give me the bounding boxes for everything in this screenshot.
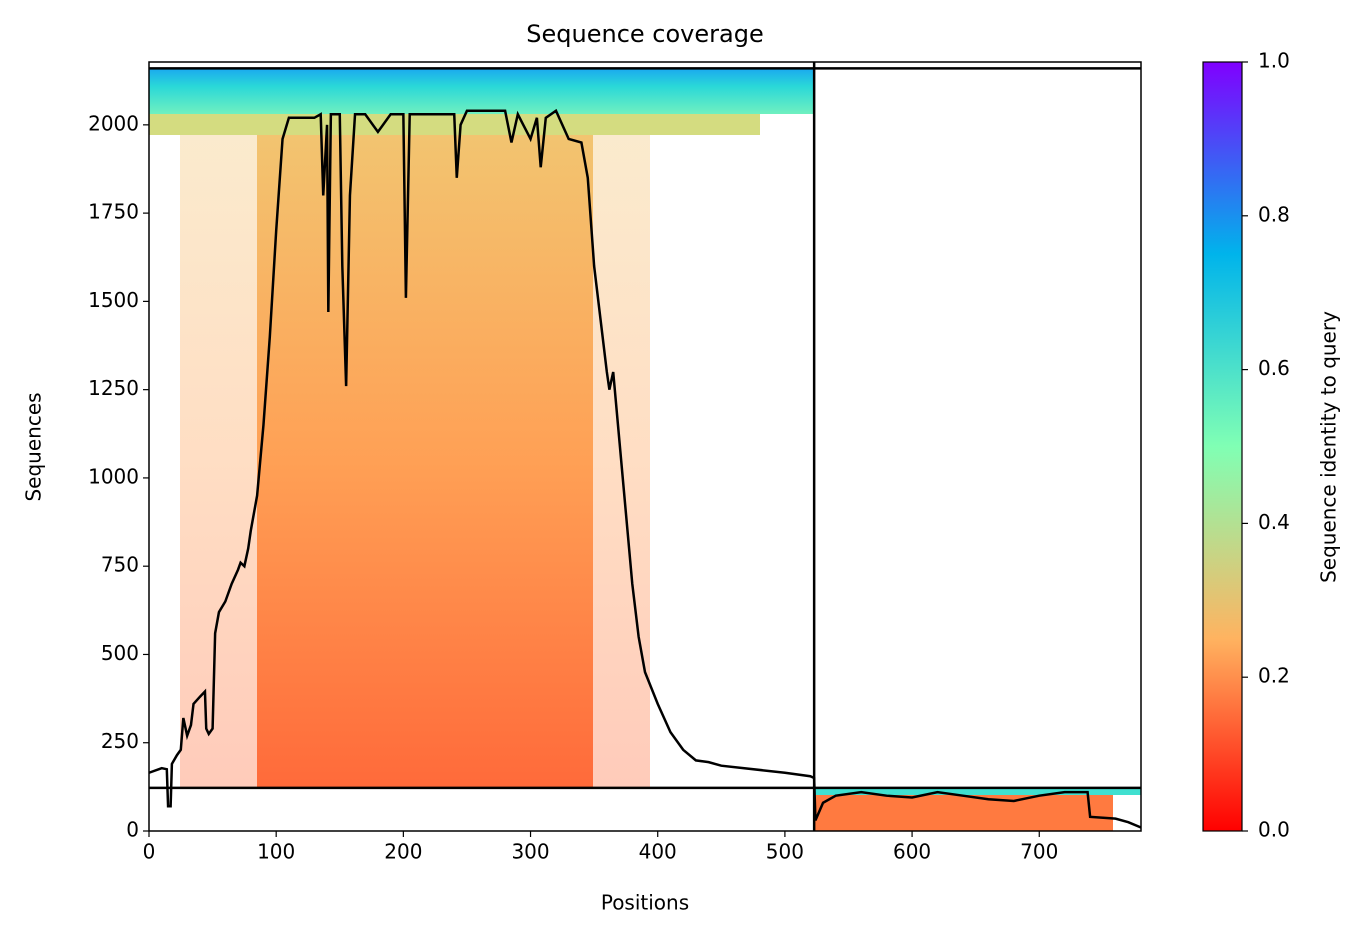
colorbar-tick-label: 1.0 <box>1258 49 1290 73</box>
y-tick-label: 500 <box>101 641 139 665</box>
chart-title: Sequence coverage <box>526 20 763 48</box>
y-tick-label: 2000 <box>88 111 139 135</box>
x-tick-label: 500 <box>766 840 804 864</box>
x-tick-label: 100 <box>257 840 295 864</box>
x-tick-label: 700 <box>1020 840 1058 864</box>
y-tick-label: 1250 <box>88 376 139 400</box>
y-tick-label: 250 <box>101 729 139 753</box>
coverage-line <box>148 108 1142 829</box>
colorbar-label: Sequence identity to query <box>1317 311 1341 583</box>
colorbar-tick-label: 0.0 <box>1258 818 1290 842</box>
x-tick-label: 400 <box>639 840 677 864</box>
colorbar-tick-label: 0.4 <box>1258 510 1290 534</box>
colorbar-tick-label: 0.6 <box>1258 356 1290 380</box>
x-tick-label: 600 <box>893 840 931 864</box>
x-tick-label: 0 <box>143 840 156 864</box>
plot-frame <box>148 61 1142 832</box>
msa-heatmap <box>149 68 1141 831</box>
y-tick-label: 0 <box>126 818 139 842</box>
y-tick-label: 1750 <box>88 200 139 224</box>
colorbar-tick-label: 0.8 <box>1258 202 1290 226</box>
y-axis-label: Sequences <box>22 392 46 501</box>
x-tick-label: 300 <box>511 840 549 864</box>
y-tick-label: 750 <box>101 553 139 577</box>
colorbar <box>1202 61 1243 832</box>
y-tick-label: 1000 <box>88 464 139 488</box>
y-tick-label: 1500 <box>88 288 139 312</box>
colorbar-tick-label: 0.2 <box>1258 664 1290 688</box>
x-axis-label: Positions <box>601 891 689 915</box>
x-tick-label: 200 <box>384 840 422 864</box>
